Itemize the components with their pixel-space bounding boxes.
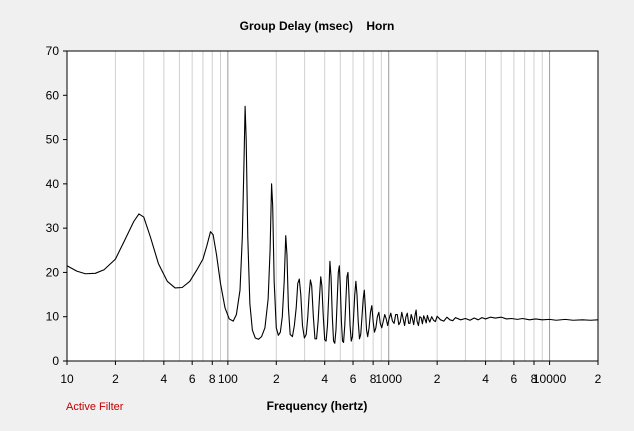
x-tick-label: 1000: [375, 372, 402, 386]
x-tick-label: 4: [161, 372, 168, 386]
y-tick-label: 40: [46, 177, 60, 191]
x-tick-label: 2: [434, 372, 441, 386]
x-tick-label: 6: [189, 372, 196, 386]
x-tick-label: 2: [112, 372, 119, 386]
y-tick-label: 20: [46, 265, 60, 279]
chart-title: Group Delay (msec) Horn: [240, 19, 395, 33]
y-tick-label: 10: [46, 310, 60, 324]
x-tick-label: 8: [370, 372, 377, 386]
x-tick-label: 8: [209, 372, 216, 386]
x-tick-label: 6: [350, 372, 357, 386]
y-axis-ticks: 0 10 20 30 40 50 60 70: [46, 44, 67, 368]
x-tick-label: 10: [60, 372, 74, 386]
x-tick-label: 100: [218, 372, 238, 386]
x-tick-label: 10000: [533, 372, 567, 386]
x-tick-label: 4: [482, 372, 489, 386]
grid-lines: [114, 51, 551, 361]
plot-frame: [66, 50, 599, 362]
x-tick-label: 4: [321, 372, 328, 386]
active-filter-label[interactable]: Active Filter: [66, 401, 124, 413]
y-tick-label: 50: [46, 133, 60, 147]
x-tick-label: 6: [511, 372, 518, 386]
x-tick-label: 8: [531, 372, 538, 386]
series-line: [66, 105, 599, 344]
y-tick-label: 70: [46, 44, 60, 58]
y-tick-label: 60: [46, 88, 60, 102]
x-tick-label: 2: [595, 372, 602, 386]
x-tick-label: 2: [273, 372, 280, 386]
y-tick-label: 0: [52, 354, 59, 368]
x-axis-label: Frequency (hertz): [267, 399, 368, 413]
y-tick-label: 30: [46, 221, 60, 235]
